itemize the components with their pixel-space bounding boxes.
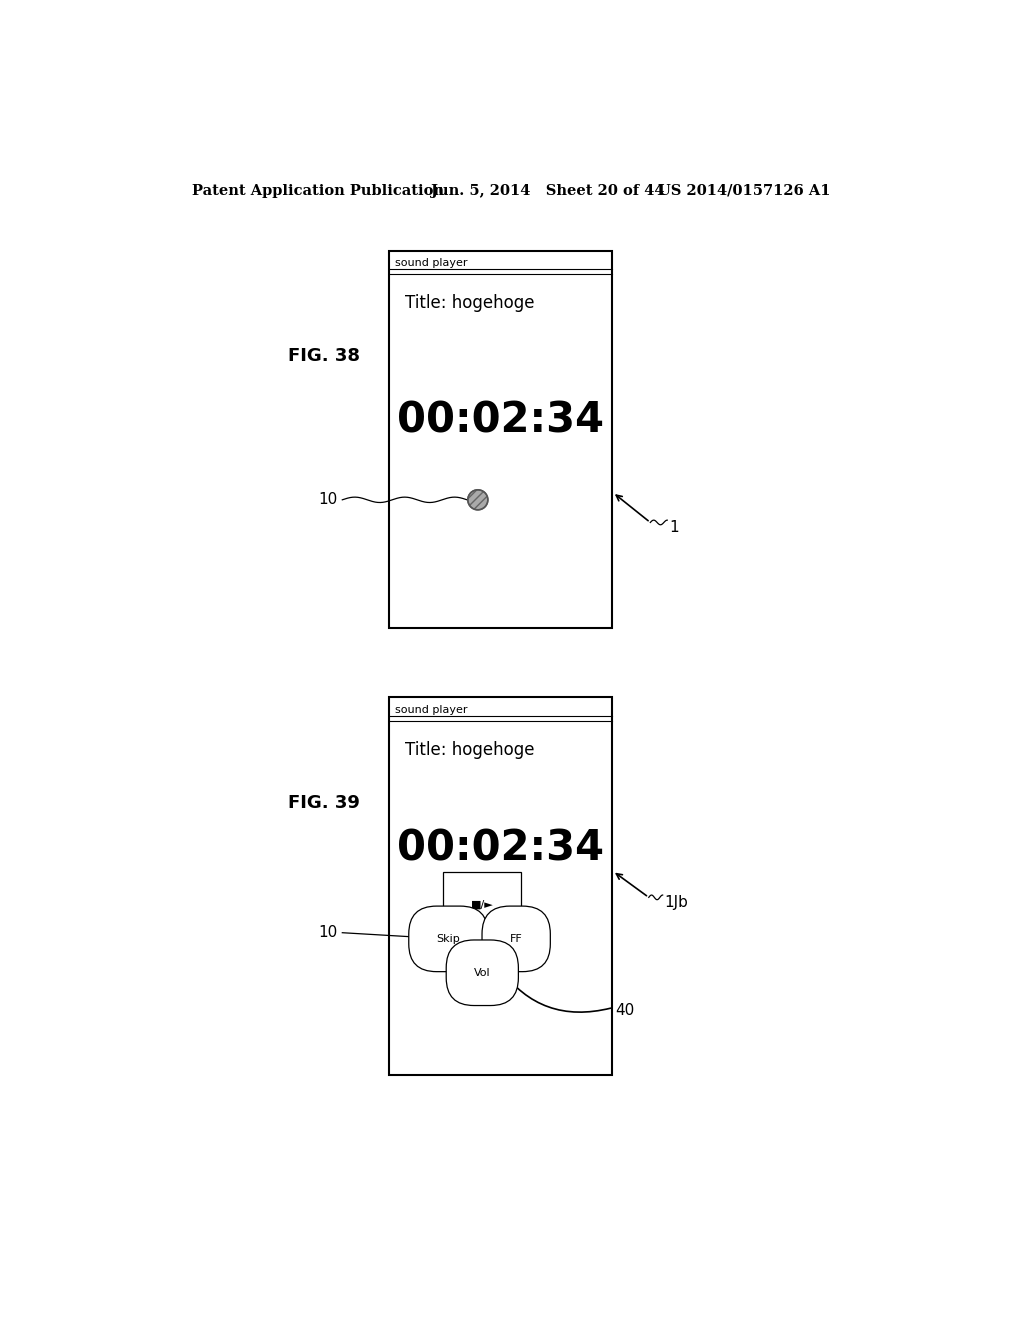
Text: Patent Application Publication: Patent Application Publication bbox=[193, 183, 444, 198]
Text: Title: hogehoge: Title: hogehoge bbox=[406, 294, 535, 312]
Text: 10: 10 bbox=[318, 492, 338, 507]
Text: ■/►: ■/► bbox=[471, 900, 494, 909]
Text: sound player: sound player bbox=[394, 705, 467, 714]
Text: FIG. 39: FIG. 39 bbox=[289, 795, 360, 812]
Circle shape bbox=[461, 917, 504, 961]
Text: US 2014/0157126 A1: US 2014/0157126 A1 bbox=[658, 183, 830, 198]
Text: Vol: Vol bbox=[474, 968, 490, 978]
Text: Skip: Skip bbox=[436, 933, 461, 944]
Text: 40: 40 bbox=[615, 1003, 635, 1018]
Text: Title: hogehoge: Title: hogehoge bbox=[406, 741, 535, 759]
Bar bbox=[388, 251, 611, 628]
Text: 00:02:34: 00:02:34 bbox=[396, 828, 604, 870]
Text: 00:02:34: 00:02:34 bbox=[396, 400, 604, 442]
Circle shape bbox=[446, 903, 518, 974]
Circle shape bbox=[455, 911, 510, 966]
Text: 1Jb: 1Jb bbox=[665, 895, 688, 911]
Bar bbox=[388, 697, 611, 1074]
Circle shape bbox=[468, 490, 487, 510]
Text: 1: 1 bbox=[670, 520, 679, 535]
Text: 10: 10 bbox=[318, 925, 338, 940]
Text: sound player: sound player bbox=[394, 259, 467, 268]
Text: FF: FF bbox=[510, 933, 522, 944]
Circle shape bbox=[471, 928, 494, 949]
Text: FIG. 38: FIG. 38 bbox=[289, 347, 360, 366]
Text: Jun. 5, 2014   Sheet 20 of 44: Jun. 5, 2014 Sheet 20 of 44 bbox=[431, 183, 665, 198]
